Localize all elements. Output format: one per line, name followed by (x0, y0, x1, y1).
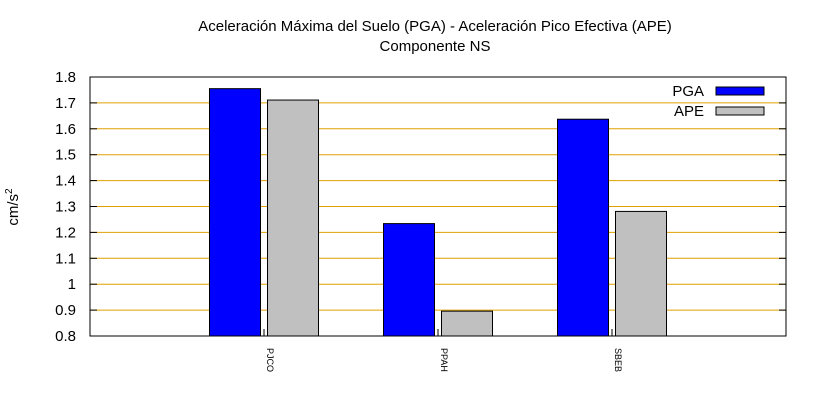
x-tick-label: SBEB (613, 348, 623, 372)
y-tick-label: 1.4 (55, 173, 76, 190)
bar-ape-sbeb (615, 210, 667, 337)
y-tick-label: 1.7 (55, 95, 76, 112)
grid-lines (90, 102, 786, 311)
bars (209, 88, 667, 337)
legend-label: APE (674, 103, 704, 120)
chart-title: Aceleración Máxima del Suelo (PGA) - Ace… (198, 18, 672, 35)
bar-pga-sbeb (557, 118, 609, 337)
y-tick-label: 1.5 (55, 147, 76, 164)
y-tick-label: 1.8 (55, 69, 76, 86)
y-axis-label: cm/s2 (4, 188, 22, 226)
y-axis-label-exponent: 2 (4, 188, 15, 194)
legend-swatch-ape (715, 106, 765, 116)
y-axis-label-unit: cm/s (5, 194, 22, 226)
legend-swatch-pga (715, 86, 765, 96)
legend: PGA APE (672, 83, 765, 120)
legend-label: PGA (672, 83, 704, 100)
bar-pga-pjco (209, 88, 261, 337)
bar-ape-pjco (267, 99, 319, 337)
plot-frame (89, 76, 787, 337)
y-tick-label: 1.2 (55, 224, 76, 241)
y-tick-label: 1.3 (55, 199, 76, 216)
y-tick-label: 1 (68, 276, 76, 293)
x-tick-label: PPAH (439, 348, 449, 372)
bar-ape-ppah (441, 310, 493, 337)
y-tick-label: 0.8 (55, 328, 76, 345)
chart-subtitle: Componente NS (380, 38, 491, 55)
bar-pga-ppah (383, 223, 435, 337)
y-axis: 0.8 0.9 1 1.1 1.2 1.3 1.4 1.5 1.6 1.7 1.8 (55, 69, 786, 345)
y-tick-label: 1.1 (55, 250, 76, 267)
y-tick-label: 1.6 (55, 121, 76, 138)
x-tick-label: PJCO (265, 348, 275, 372)
y-tick-label: 0.9 (55, 302, 76, 319)
x-axis: PJCO PPAH SBEB (263, 329, 623, 372)
